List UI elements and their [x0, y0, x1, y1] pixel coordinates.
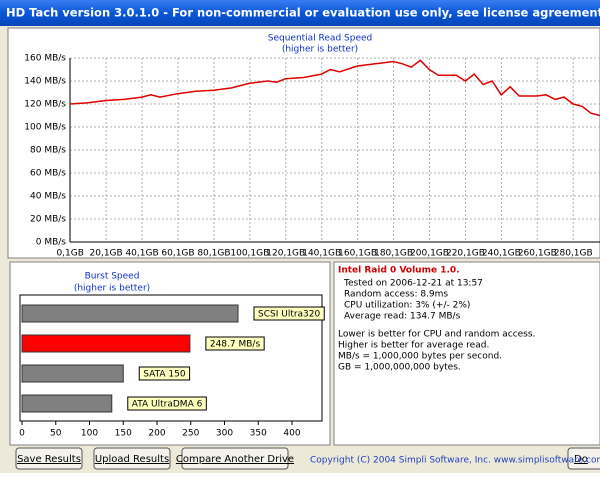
x-tick-label: 50 [50, 429, 62, 439]
chart-subtitle: (higher is better) [282, 45, 358, 55]
x-tick-label: 100 [81, 429, 98, 439]
x-tick-label: 300 [216, 429, 233, 439]
x-tick-label: 60,1GB [161, 249, 194, 259]
copyright: Copyright (C) 2004 Simpli Software, Inc.… [310, 456, 600, 466]
bar-label-box [127, 396, 207, 411]
x-tick-label: 120,1GB [266, 249, 305, 259]
info-note: Lower is better for CPU and random acces… [338, 330, 535, 340]
window-title: HD Tach version 3.0.1.0 - For non-commer… [6, 6, 600, 20]
bar [21, 364, 124, 383]
x-tick-label: 220,1GB [446, 249, 485, 259]
x-tick-label: 140,1GB [302, 249, 341, 259]
x-tick-label: 160,1GB [338, 249, 377, 259]
info-line: Average read: 134.7 MB/s [344, 312, 461, 322]
y-tick-label: 140 MB/s [24, 77, 66, 87]
info-heading: Intel Raid 0 Volume 1.0. [338, 266, 460, 276]
x-tick-label: 20,1GB [90, 249, 123, 259]
x-tick-label: 240,1GB [482, 249, 521, 259]
save-button[interactable] [15, 447, 83, 470]
info-note: GB = 1,000,000,000 bytes. [338, 363, 461, 373]
y-tick-label: 120 MB/s [24, 100, 66, 110]
x-tick-label: 40,1GB [125, 249, 158, 259]
info-note: MB/s = 1,000,000 bytes per second. [338, 352, 502, 362]
title-bar [0, 0, 600, 26]
x-tick-label: 80,1GB [197, 249, 230, 259]
x-tick-label: 400 [283, 429, 300, 439]
bar-label-box [253, 306, 325, 321]
info-panel [333, 261, 600, 446]
x-tick-label: 0 [19, 429, 25, 439]
x-tick-label: 350 [250, 429, 267, 439]
done-label: Do [574, 454, 588, 465]
info-note: Higher is better for average read. [338, 341, 489, 351]
x-tick-label: 180,1GB [374, 249, 413, 259]
chart-title: Burst Speed [85, 272, 140, 282]
buttons: Save Results Upload Results Compare Anot… [15, 447, 600, 470]
bar [21, 304, 239, 323]
x-tick-label: 100,1GB [230, 249, 269, 259]
compare-label: Compare Another Drive [176, 454, 294, 465]
bar-label-box [138, 366, 191, 381]
y-tick-label: 60 MB/s [30, 169, 66, 179]
y-tick-label: 100 MB/s [24, 123, 66, 133]
x-tick-label: 250 [182, 429, 199, 439]
x-tick-label: 260,1GB [518, 249, 557, 259]
info-text: Intel Raid 0 Volume 1.0. Tested on 2006-… [338, 266, 535, 373]
x-tick-label: 0,1GB [56, 249, 83, 259]
chart-subtitle: (higher is better) [74, 284, 150, 294]
bar-label: ATA UltraDMA 6 [132, 400, 203, 410]
bar [21, 334, 191, 353]
compare-button[interactable] [181, 447, 289, 470]
bar-label: 248.7 MB/s [210, 340, 261, 350]
done-button[interactable] [567, 447, 600, 470]
upload-button[interactable] [93, 447, 171, 470]
chart-title: Sequential Read Speed [268, 34, 373, 44]
bar-label-box [205, 336, 265, 351]
y-tick-label: 40 MB/s [30, 192, 66, 202]
read-line [70, 59, 600, 117]
read-panel [7, 27, 600, 259]
y-tick-label: 160 MB/s [24, 54, 66, 64]
bar-label: SCSI Ultra320 [258, 310, 321, 320]
info-line: Tested on 2006-12-21 at 13:57 [343, 279, 483, 289]
bar [21, 394, 113, 413]
x-tick-label: 200 [148, 429, 165, 439]
save-label: Save Results [17, 454, 81, 465]
x-tick-label: 150 [115, 429, 132, 439]
info-line: CPU utilization: 3% (+/- 2%) [344, 301, 470, 311]
upload-label: Upload Results [95, 454, 169, 465]
x-tick-label: 200,1GB [410, 249, 449, 259]
y-tick-label: 20 MB/s [30, 215, 66, 225]
bar-label: SATA 150 [143, 370, 186, 380]
y-tick-label: 0 MB/s [36, 238, 67, 248]
info-line: Random access: 8.9ms [344, 290, 448, 300]
y-tick-label: 80 MB/s [30, 146, 66, 156]
x-tick-label: 280,1GB [554, 249, 593, 259]
